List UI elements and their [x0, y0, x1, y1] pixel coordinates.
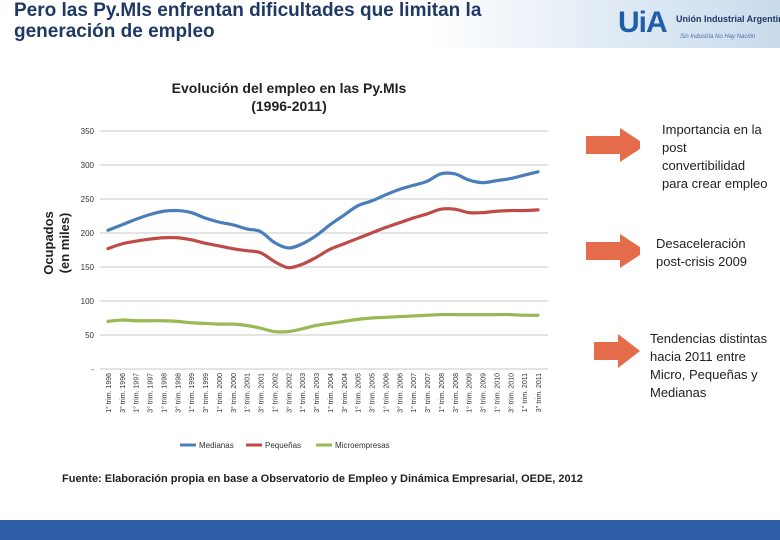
x-tick-label: 3° trim. 2002 — [285, 373, 293, 413]
y-tick-label: 100 — [81, 297, 95, 306]
gridlines — [100, 130, 548, 370]
x-tick-label: 1° trim. 1999 — [188, 373, 196, 413]
annotation-trends-2011: Tendencias distintas hacia 2011 entre Mi… — [650, 331, 768, 400]
x-tick-label: 1° trim. 2001 — [244, 373, 252, 413]
uia-logo-mark: UiA — [618, 6, 668, 39]
x-tick-label: 1° trim. 2008 — [438, 373, 446, 413]
y-tick-label: 350 — [81, 127, 95, 136]
series-line-medianas — [106, 170, 540, 250]
x-tick-label: 1° trim. 2000 — [216, 373, 224, 413]
y-tick-label: 300 — [81, 161, 95, 170]
series-lines — [106, 170, 540, 334]
x-tick-label: 3° trim. 2006 — [396, 373, 404, 413]
y-axis-label-line-1: Ocupados — [41, 211, 56, 275]
y-tick-label: 250 — [81, 195, 95, 204]
uia-logo-tagline: Sin Industria No Hay Nación — [680, 34, 756, 40]
arrow-right-icon — [586, 234, 640, 268]
x-tick-label: 3° trim. 2004 — [341, 373, 349, 413]
x-tick-label: 3° trim. 2005 — [369, 373, 377, 413]
y-tick-labels: - 50 100 150 200 250 300 350 — [81, 127, 95, 374]
x-tick-label: 1° trim. 2004 — [327, 373, 335, 413]
series-line-pequenas — [106, 207, 540, 270]
x-tick-label: 1° trim. 1996 — [105, 373, 113, 413]
x-tick-label: 3° trim. 1997 — [147, 373, 155, 413]
employment-line-chart: Evolución del empleo en las Py.MIs (1996… — [41, 80, 640, 450]
legend-label: Pequeñas — [265, 441, 301, 450]
x-tick-label: 3° trim. 2008 — [452, 373, 460, 413]
x-tick-label: 1° trim. 2006 — [382, 373, 390, 413]
x-tick-label: 3° trim. 1999 — [202, 373, 210, 413]
x-tick-label: 1° trim. 1997 — [133, 373, 141, 413]
chart-legend: Medianas Pequeñas Microempresas — [180, 441, 390, 450]
x-tick-label: 1° trim. 2009 — [466, 373, 474, 413]
slide-title: Pero las Py.MIs enfrentan dificultades q… — [14, 0, 482, 42]
x-tick-label: 1° trim. 2002 — [271, 373, 279, 413]
annotation-post-crisis: Desaceleración post-crisis 2009 — [656, 236, 748, 269]
x-tick-label: 1° trim. 2011 — [521, 373, 529, 412]
legend-label: Microempresas — [335, 441, 390, 450]
y-tick-label: 150 — [81, 263, 95, 272]
x-tick-label: 3° trim. 1996 — [119, 373, 127, 413]
x-tick-label: 1° trim. 1998 — [160, 373, 168, 413]
series-line-microempresas — [106, 312, 540, 334]
x-tick-label: 1° trim. 2010 — [493, 373, 501, 413]
legend-label: Medianas — [199, 441, 234, 450]
x-tick-label: 1° trim. 2007 — [410, 373, 418, 413]
y-tick-label: 50 — [85, 331, 94, 340]
arrow-right-icon — [594, 334, 640, 368]
x-tick-label: 1° trim. 2003 — [299, 373, 307, 413]
annotation-post-convertibility: Importancia en la post convertibilidad p… — [662, 122, 768, 191]
arrow-right-icon — [586, 128, 640, 162]
x-tick-label: 3° trim. 2009 — [480, 373, 488, 413]
y-tick-label: 200 — [81, 229, 95, 238]
source-note: Fuente: Elaboración propia en base a Obs… — [62, 473, 583, 485]
x-tick-label: 3° trim. 2010 — [507, 373, 515, 413]
x-tick-label: 3° trim. 1998 — [174, 373, 182, 413]
x-tick-label: 3° trim. 2000 — [230, 373, 238, 413]
x-tick-label: 3° trim. 2007 — [424, 373, 432, 413]
chart-title-line-1: Evolución del empleo en las Py.MIs — [172, 80, 407, 96]
x-tick-label: 3° trim. 2003 — [313, 373, 321, 413]
chart-title-line-2: (1996-2011) — [251, 98, 327, 114]
header-bar — [0, 0, 780, 48]
x-tick-label: 1° trim. 2005 — [355, 373, 363, 413]
footer-bar — [0, 520, 780, 540]
y-tick-label: - — [91, 365, 94, 374]
x-tick-labels: 1° trim. 1996 3° trim. 1996 1° trim. 1997 3… — [105, 373, 543, 413]
uia-logo: UiA Unión Industrial Argentina Sin Indus… — [618, 6, 780, 46]
x-tick-label: 3° trim. 2011 — [535, 373, 543, 412]
y-axis-label-line-2: (en miles) — [57, 213, 72, 274]
x-tick-label: 3° trim. 2001 — [258, 373, 266, 413]
uia-logo-name: Unión Industrial Argentina — [676, 14, 780, 24]
